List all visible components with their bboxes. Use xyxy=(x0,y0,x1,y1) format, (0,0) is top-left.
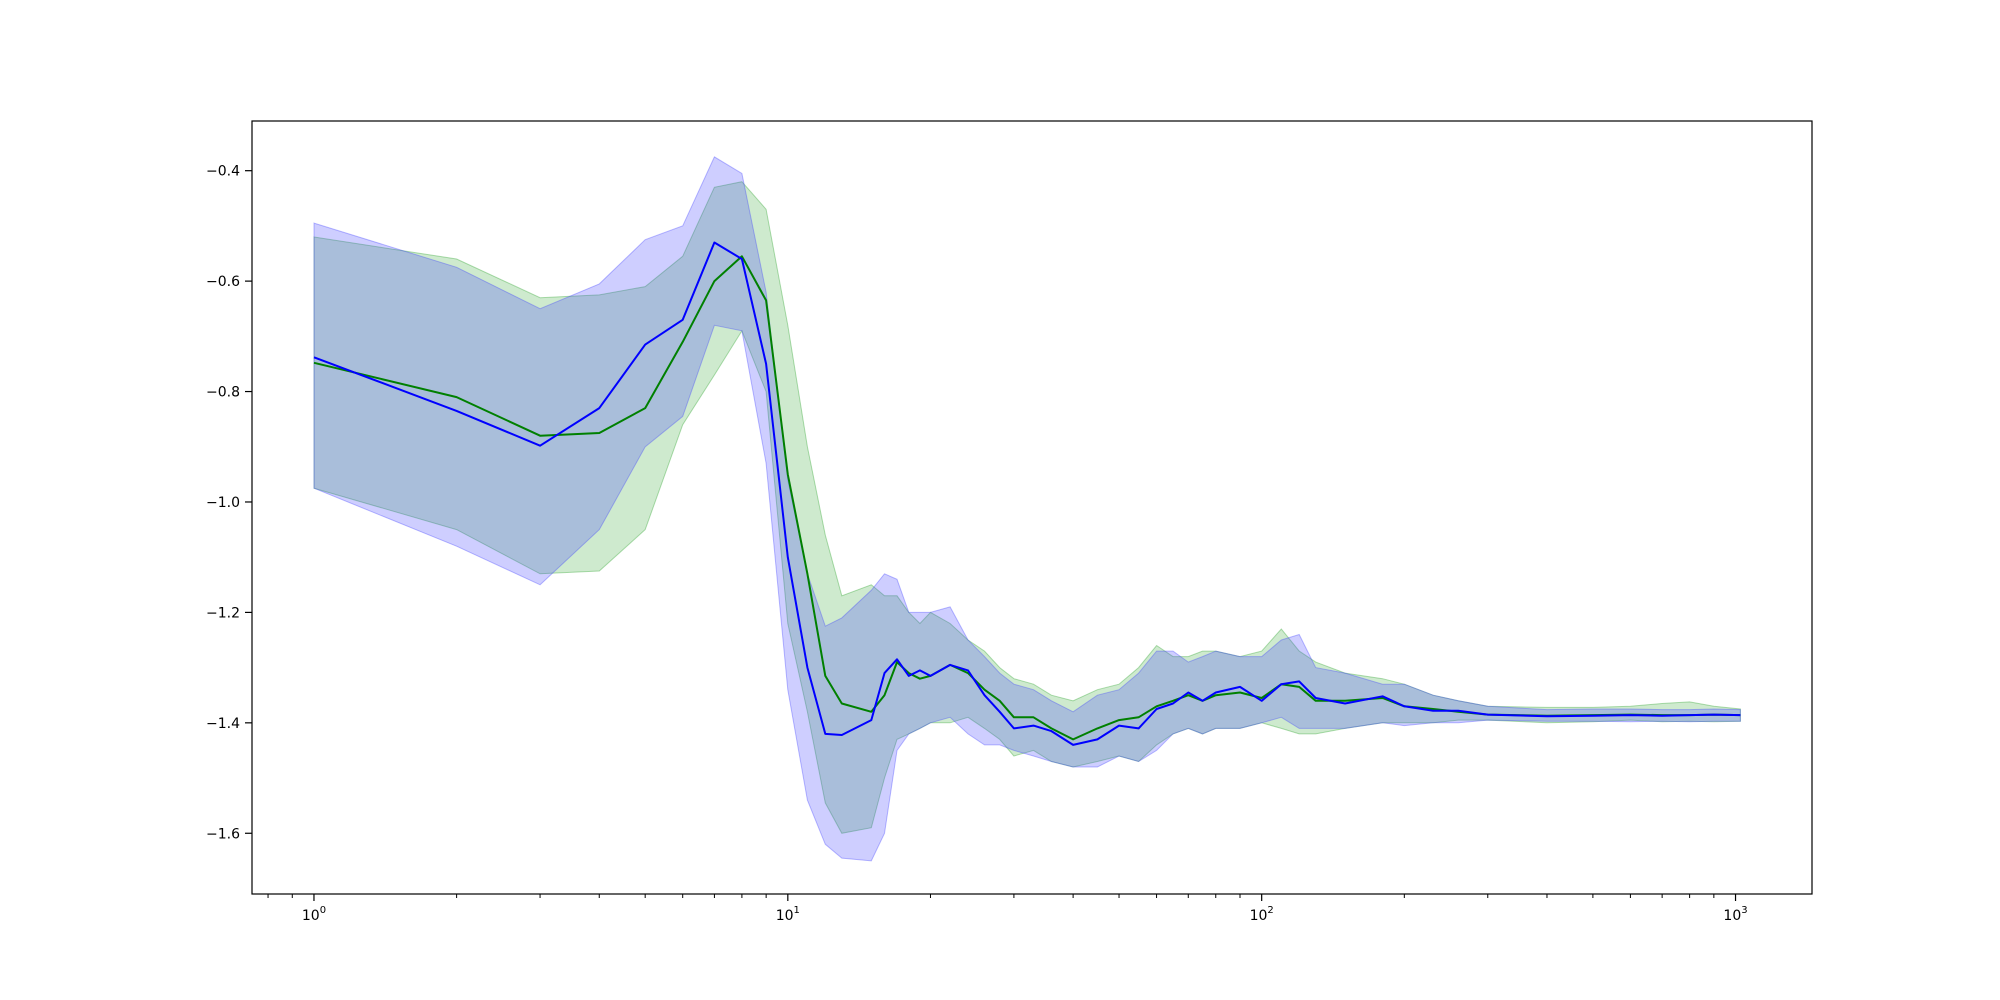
y-tick-label: −1.6 xyxy=(206,826,240,842)
series-lines xyxy=(313,241,1741,746)
x-axis: 100 101 102 103 xyxy=(267,894,1748,924)
confidence-bands xyxy=(313,156,1741,862)
y-tick-label: −1.2 xyxy=(206,605,240,621)
series-1-band xyxy=(313,181,1741,834)
y-tick-label: −0.8 xyxy=(206,385,240,401)
y-tick-label: −1.4 xyxy=(206,716,240,732)
series-2-line xyxy=(313,241,1741,746)
y-axis: −0.4 −0.6 −0.8 −1.0 −1.2 −1.4 −1.6 xyxy=(206,164,252,842)
x-tick-label: 101 xyxy=(776,905,800,924)
y-tick-label: −0.4 xyxy=(206,164,240,180)
series-2-band xyxy=(313,156,1741,862)
x-tick-label: 103 xyxy=(1723,905,1747,924)
x-tick-label: 102 xyxy=(1250,905,1274,924)
x-tick-label: 100 xyxy=(302,905,326,924)
plot-frame xyxy=(251,120,1813,895)
y-tick-label: −0.6 xyxy=(206,274,240,290)
y-tick-label: −1.0 xyxy=(206,495,240,511)
